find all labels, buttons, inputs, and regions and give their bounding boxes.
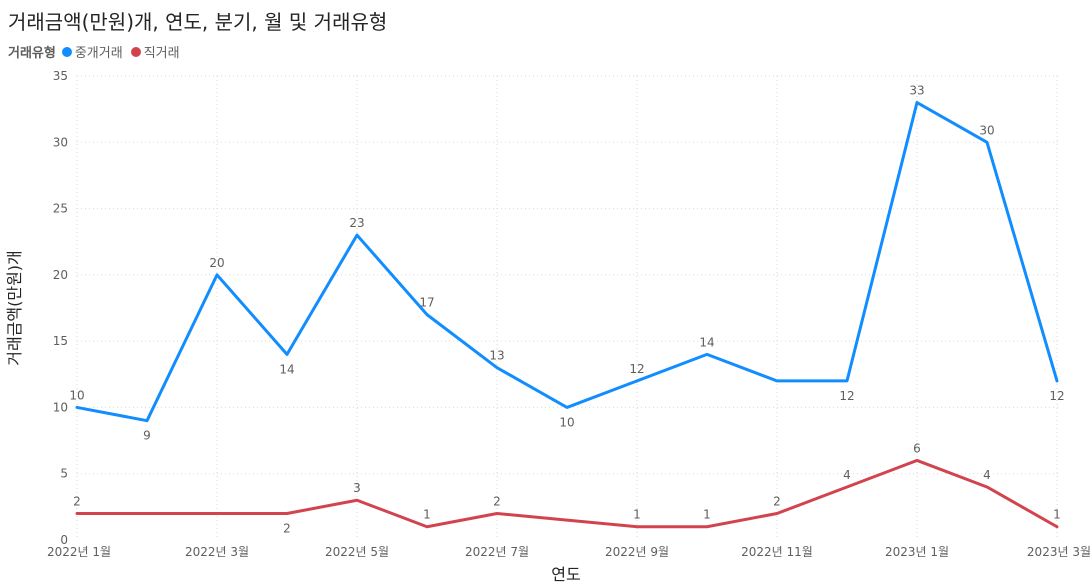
y-tick-label: 20	[53, 268, 68, 282]
data-label: 1	[633, 508, 641, 522]
data-point	[636, 525, 639, 528]
y-tick-label: 10	[53, 400, 68, 414]
data-point	[496, 366, 499, 369]
x-tick-label: 2022년 3월	[185, 545, 249, 559]
y-axis-title: 거래금액(만원)개	[5, 250, 24, 366]
data-point	[76, 406, 79, 409]
data-label: 12	[1049, 389, 1064, 403]
data-point	[566, 406, 569, 409]
x-tick-label: 2023년 3월	[1027, 545, 1091, 559]
data-point	[76, 512, 79, 515]
x-axis-title: 연도	[551, 565, 580, 584]
data-point	[496, 512, 499, 515]
data-point	[356, 234, 359, 237]
data-point	[636, 379, 639, 382]
legend: 거래유형 중개거래 직거래	[8, 42, 188, 61]
data-point	[706, 525, 709, 528]
data-point	[986, 141, 989, 144]
data-label: 6	[913, 441, 921, 455]
data-label: 14	[699, 335, 714, 349]
data-label: 33	[909, 84, 924, 98]
series-line-direct	[75, 458, 1059, 529]
data-label: 20	[209, 256, 224, 270]
data-label: 9	[143, 429, 151, 443]
legend-marker-direct	[130, 46, 141, 57]
data-point	[146, 419, 149, 422]
data-point	[776, 379, 779, 382]
data-label: 2	[73, 494, 81, 508]
data-point	[286, 353, 289, 356]
y-tick-label: 5	[60, 467, 68, 481]
legend-label-direct: 직거래	[143, 46, 180, 61]
data-label: 10	[69, 388, 84, 402]
data-label: 4	[983, 468, 991, 482]
data-point	[916, 101, 919, 104]
y-axis-ticks: 0 5 10 15 20 25 30 35	[53, 69, 68, 547]
data-label: 2	[283, 521, 291, 535]
data-label: 23	[349, 216, 364, 230]
data-point	[566, 519, 569, 522]
data-label: 10	[559, 415, 574, 429]
data-point	[216, 512, 219, 515]
data-point	[846, 379, 849, 382]
y-tick-label: 25	[53, 202, 68, 216]
data-point	[1056, 525, 1059, 528]
legend-marker-brokered	[61, 46, 72, 57]
y-tick-label: 0	[60, 533, 68, 547]
x-tick-label: 2022년 9월	[605, 545, 669, 559]
legend-title: 거래유형	[8, 46, 56, 61]
data-point	[146, 512, 149, 515]
data-label: 14	[279, 362, 294, 376]
y-tick-label: 30	[53, 135, 68, 149]
x-tick-label: 2022년 1월	[47, 545, 111, 559]
legend-item-brokered[interactable]: 중개거래	[61, 42, 123, 61]
data-point	[706, 353, 709, 356]
legend-item-direct[interactable]: 직거래	[130, 42, 180, 61]
x-tick-label: 2022년 7월	[465, 545, 529, 559]
chart-title: 거래금액(만원)개, 연도, 분기, 월 및 거래유형	[8, 10, 388, 34]
data-point	[846, 485, 849, 488]
data-label: 3	[353, 481, 361, 495]
x-tick-label: 2022년 11월	[741, 545, 813, 559]
legend-label-brokered: 중개거래	[74, 46, 123, 61]
data-label: 17	[419, 296, 434, 310]
x-tick-label: 2023년 1월	[885, 545, 949, 559]
data-point	[916, 459, 919, 462]
data-label: 1	[423, 508, 431, 522]
data-label: 13	[489, 349, 504, 363]
grid	[76, 75, 1059, 540]
y-tick-label: 15	[53, 334, 68, 348]
data-label: 12	[629, 362, 644, 376]
data-point	[356, 499, 359, 502]
x-tick-label: 2022년 5월	[325, 545, 389, 559]
data-point	[426, 313, 429, 316]
data-label: 4	[843, 468, 851, 482]
data-label: 2	[773, 494, 781, 508]
data-point	[986, 485, 989, 488]
series-line-brokered	[75, 101, 1059, 423]
data-label: 2	[493, 494, 501, 508]
data-point	[1056, 379, 1059, 382]
data-point	[776, 512, 779, 515]
data-point	[216, 273, 219, 276]
data-label: 1	[703, 508, 711, 522]
series-group	[75, 101, 1059, 529]
data-point	[286, 512, 289, 515]
data-point	[426, 525, 429, 528]
data-label: 30	[979, 123, 994, 137]
x-axis-ticks: 2022년 1월 2022년 3월 2022년 5월 2022년 7월 2022년 9월…	[47, 545, 1091, 559]
data-label: 12	[839, 389, 854, 403]
data-label: 1	[1053, 508, 1061, 522]
y-tick-label: 35	[53, 69, 68, 83]
